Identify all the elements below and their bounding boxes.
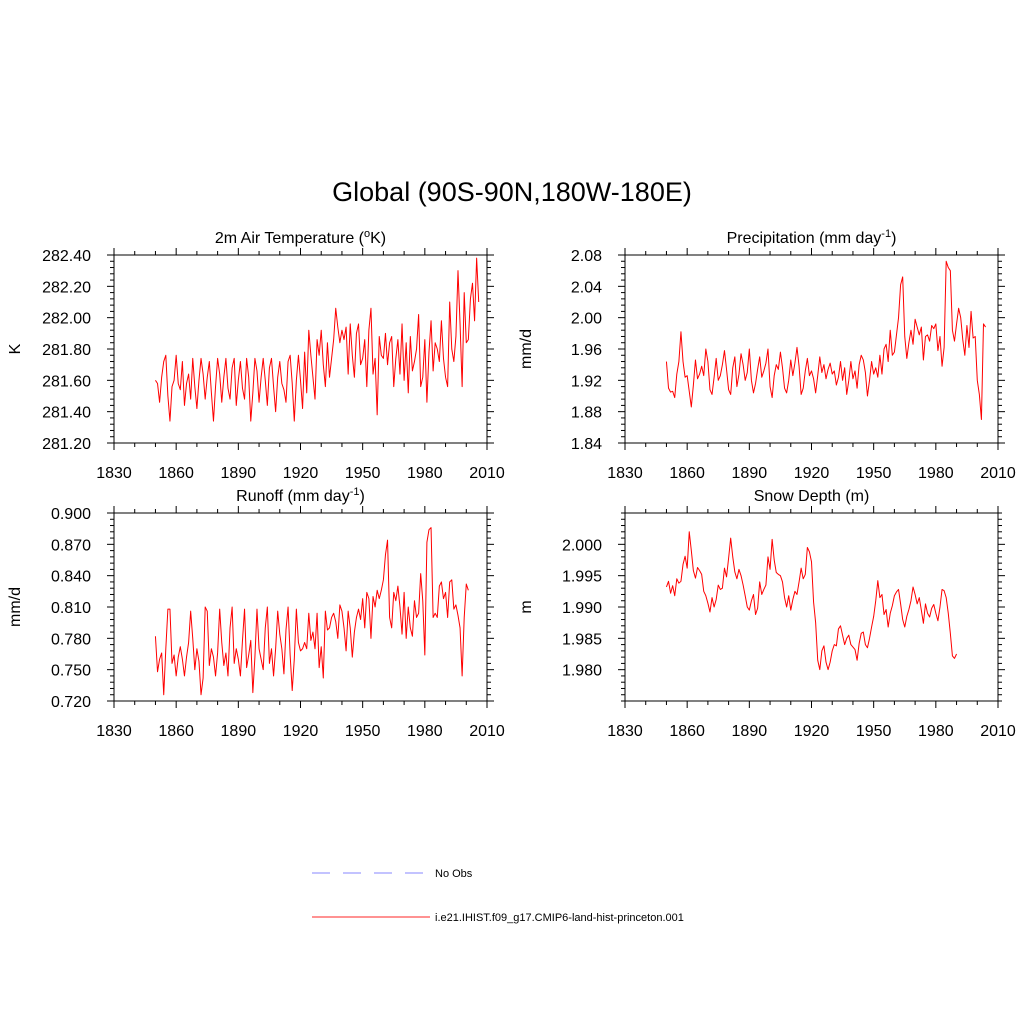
panel-title-superscript: -1 [350,486,360,498]
x-tick-label: 1950 [345,723,381,740]
panel-title-main: Snow Depth (m) [754,488,870,505]
y-axis-label: K [7,343,24,354]
legend-label-model: i.e21.IHIST.f09_g17.CMIP6-land-hist-prin… [435,912,684,924]
y-tick-label: 1.84 [571,436,602,453]
x-tick-label: 1950 [856,723,892,740]
x-tick-label: 1980 [918,723,954,740]
panel-title-tail: ) [891,230,896,247]
x-tick-label: 2010 [469,723,505,740]
y-tick-label: 2.08 [571,248,602,265]
x-tick-label: 1830 [607,723,643,740]
y-axis-label: mm/d [518,329,535,369]
series-line-snow-depth [665,531,958,671]
x-tick-label: 1890 [221,723,257,740]
x-tick-label: 1860 [158,723,194,740]
y-tick-label: 2.04 [571,279,602,296]
y-tick-label: 281.60 [42,373,91,390]
y-tick-label: 1.96 [571,342,602,359]
y-axis-label: m [518,600,535,613]
x-tick-label: 1830 [96,465,132,482]
y-tick-label: 1.980 [562,663,602,680]
y-tick-label: 0.780 [51,631,91,648]
y-tick-label: 1.88 [571,405,602,422]
x-tick-label: 1920 [794,465,830,482]
panel-title-main: Precipitation (mm day [727,230,882,247]
y-tick-label: 0.870 [51,537,91,554]
panel-title-superscript: o [364,228,370,240]
x-tick-label: 2010 [980,465,1016,482]
panel-title: 2m Air Temperature (oK) [215,228,386,247]
x-tick-label: 1920 [283,723,319,740]
panel-precipitation: 1830 1860 1890 1920 1950 1980 2010 1.84 1.88 1.92… [518,228,1016,482]
y-tick-label: 0.810 [51,600,91,617]
legend: No Obs i.e21.IHIST.f09_g17.CMIP6-land-hi… [312,868,684,924]
y-tick-label: 282.20 [42,279,91,296]
y-tick-label: 2.000 [562,537,602,554]
series-line-runoff [154,527,469,696]
x-tick-label: 1830 [96,723,132,740]
y-tick-label: 1.990 [562,600,602,617]
panel-title: Runoff (mm day-1) [236,486,365,505]
panels: 1830 1860 1890 1920 1950 1980 2010 281.20 281.40… [7,228,1016,740]
panel-title-tail: ) [359,488,364,505]
y-tick-label: 0.840 [51,569,91,586]
x-tick-label: 1860 [158,465,194,482]
panel-title-superscript: -1 [881,228,891,240]
series-line-precipitation [665,260,986,420]
y-tick-label: 0.720 [51,694,91,711]
x-tick-label: 1950 [345,465,381,482]
panel-snow-depth: 1830 1860 1890 1920 1950 1980 2010 1.980 1.985 1.… [518,488,1016,740]
x-tick-label: 2010 [980,723,1016,740]
x-tick-label: 1980 [918,465,954,482]
x-tick-label: 1920 [283,465,319,482]
y-tick-label: 1.995 [562,569,602,586]
y-tick-label: 2.00 [571,311,602,328]
y-tick-label: 281.20 [42,436,91,453]
panel-air-temperature: 1830 1860 1890 1920 1950 1980 2010 281.20 281.40… [7,228,505,482]
panel-runoff: 1830 1860 1890 1920 1950 1980 2010 0.720 0.750 0.… [7,486,505,740]
y-tick-label: 1.985 [562,631,602,648]
x-tick-label: 1950 [856,465,892,482]
y-axis-label: mm/d [7,587,24,627]
panel-title-main: 2m Air Temperature ( [215,230,365,247]
plot-frame [624,512,999,702]
x-tick-label: 1830 [607,465,643,482]
x-tick-label: 1980 [407,723,443,740]
x-tick-label: 2010 [469,465,505,482]
legend-label-no-obs: No Obs [435,868,473,880]
x-tick-label: 1890 [221,465,257,482]
x-tick-label: 1890 [732,465,768,482]
x-tick-label: 1890 [732,723,768,740]
x-tick-label: 1860 [669,723,705,740]
figure-title: Global (90S-90N,180W-180E) [332,177,692,207]
y-tick-label: 282.40 [42,248,91,265]
panel-title-tail: K) [370,230,386,247]
y-tick-label: 0.750 [51,663,91,680]
panel-title-main: Runoff (mm day [236,488,350,505]
y-tick-label: 282.00 [42,311,91,328]
plot-frame [624,254,999,444]
x-tick-label: 1920 [794,723,830,740]
x-tick-label: 1860 [669,465,705,482]
x-tick-label: 1980 [407,465,443,482]
y-tick-label: 0.900 [51,506,91,523]
y-tick-label: 1.92 [571,373,602,390]
panel-title: Snow Depth (m) [754,488,870,505]
y-tick-label: 281.40 [42,405,91,422]
panel-title: Precipitation (mm day-1) [727,228,897,247]
series-line-air-temperature [155,257,480,422]
y-tick-label: 281.80 [42,342,91,359]
